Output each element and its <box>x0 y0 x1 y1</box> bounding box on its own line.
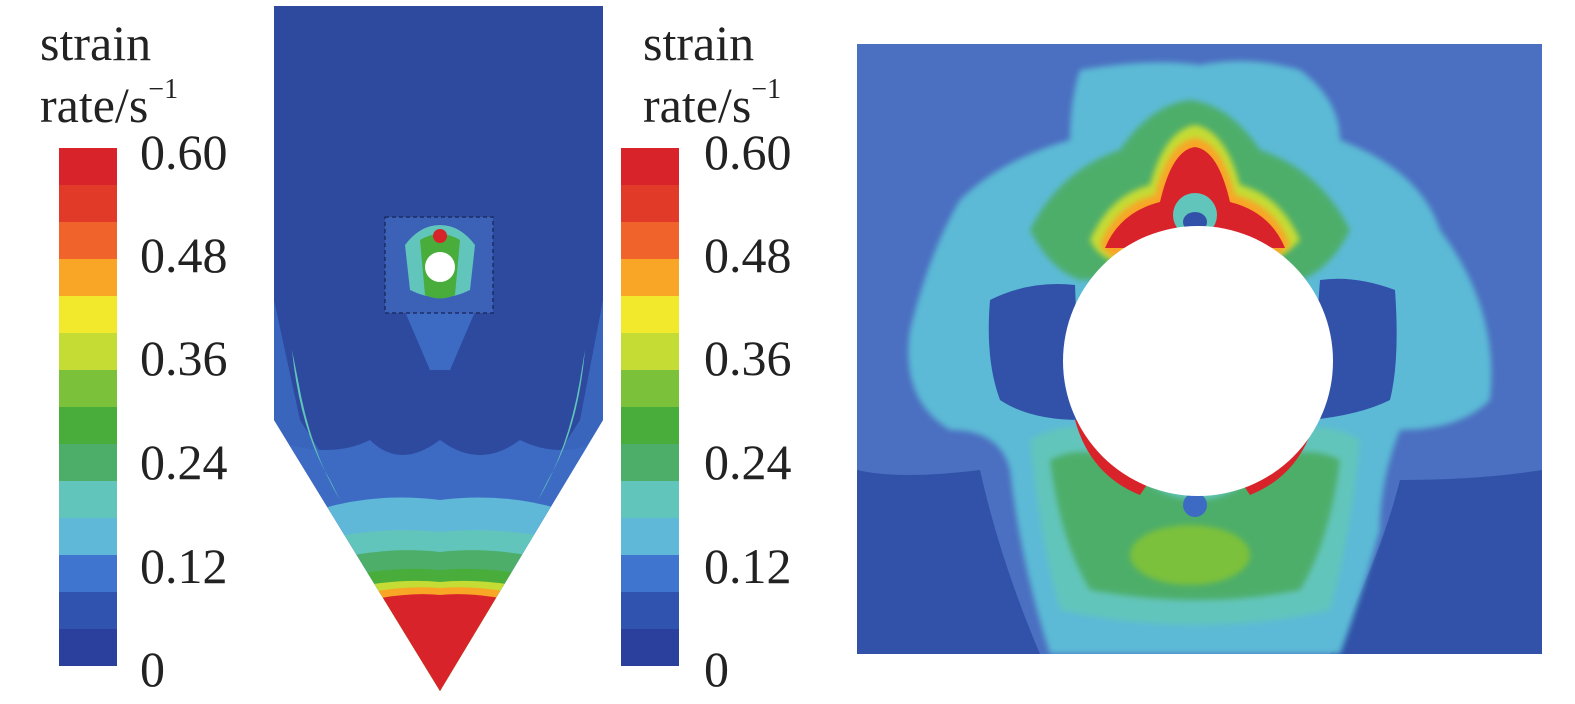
right-colorbar <box>621 148 679 666</box>
left-legend-title-unit: rate/s <box>40 77 149 133</box>
right-tick-0.36: 0.36 <box>704 330 792 386</box>
right-tick-0.12: 0.12 <box>704 538 792 594</box>
zoom-contour-plot <box>857 44 1542 654</box>
left-legend-title-line1: strain <box>40 15 152 71</box>
left-tick-0.36: 0.36 <box>140 330 228 386</box>
left-tick-0.60: 0.60 <box>140 124 228 180</box>
right-tick-0.60: 0.60 <box>704 124 792 180</box>
right-tick-0.24: 0.24 <box>704 434 792 490</box>
hopper-contour-plot <box>274 6 603 691</box>
right-tick-0: 0 <box>704 641 729 697</box>
right-legend-title-unit: rate/s <box>643 77 752 133</box>
left-tick-0.48: 0.48 <box>140 227 228 283</box>
left-tick-0.12: 0.12 <box>140 538 228 594</box>
left-tick-0: 0 <box>140 641 165 697</box>
left-tick-0.24: 0.24 <box>140 434 228 490</box>
right-legend-title-sup: −1 <box>751 74 782 106</box>
left-colorbar <box>59 148 117 666</box>
right-legend-title-line1: strain <box>643 15 755 71</box>
right-legend-title-line2: rate/s−1 <box>643 76 781 133</box>
right-tick-0.48: 0.48 <box>704 227 792 283</box>
left-legend-title-line2: rate/s−1 <box>40 76 178 133</box>
left-legend-title-sup: −1 <box>148 74 179 106</box>
